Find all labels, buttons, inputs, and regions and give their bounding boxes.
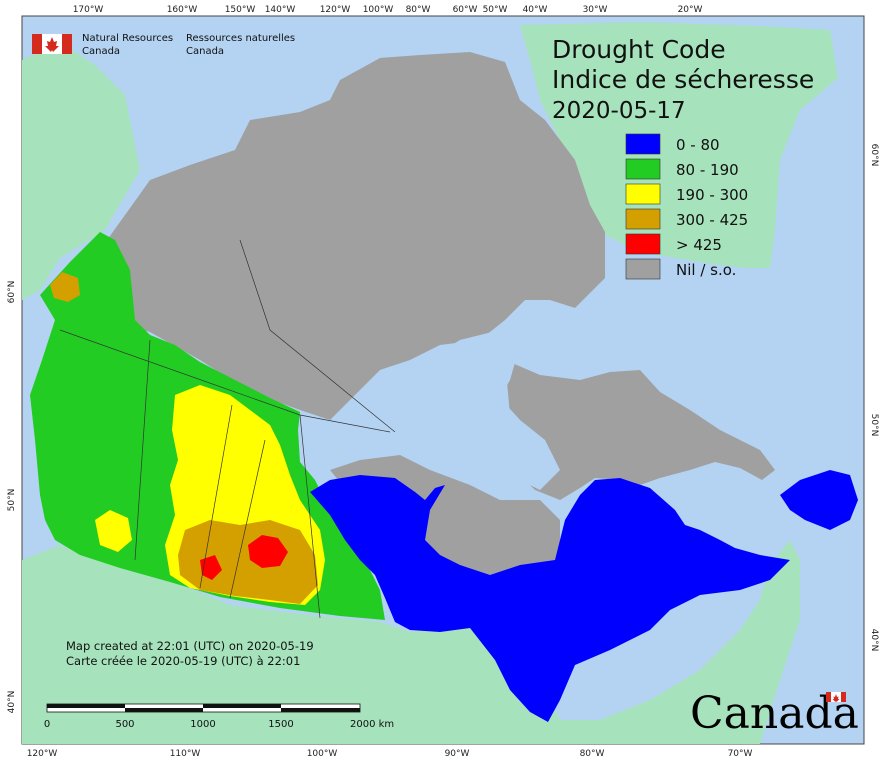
scale-label: 1000 bbox=[190, 719, 215, 730]
left-lat-label: 60°N bbox=[7, 281, 17, 304]
alaska-land bbox=[22, 42, 140, 300]
scale-bar: 0 500 1000 1500 2000 km bbox=[44, 703, 394, 730]
top-lon-label: 60°W bbox=[453, 5, 478, 15]
usa-land bbox=[22, 540, 800, 744]
bottom-lon-label: 90°W bbox=[445, 749, 470, 759]
bottom-lon-label: 100°W bbox=[307, 749, 338, 759]
east-region-0-80 bbox=[310, 475, 790, 722]
prairie-region-300-425 bbox=[178, 520, 318, 604]
scale-label: 1500 bbox=[268, 719, 293, 730]
top-lon-label: 30°W bbox=[583, 5, 608, 15]
legend-label: > 425 bbox=[676, 236, 722, 254]
yukon-hotspot-orange bbox=[50, 272, 80, 302]
scale-label: 2000 km bbox=[350, 719, 394, 730]
legend-label: 80 - 190 bbox=[676, 161, 739, 179]
right-lat-label: 50°N bbox=[869, 414, 879, 437]
top-lon-label: 40°W bbox=[523, 5, 548, 15]
top-lon-label: 120°W bbox=[320, 5, 351, 15]
hudson-bay bbox=[392, 330, 560, 490]
legend-label: 190 - 300 bbox=[676, 186, 748, 204]
right-lat-label: 60°N bbox=[869, 144, 879, 167]
legend-swatch bbox=[625, 208, 661, 230]
map-title-fr: Indice de sécheresse bbox=[552, 65, 814, 94]
legend-label: 0 - 80 bbox=[676, 136, 720, 154]
org-name-en-line1: Natural Resources bbox=[82, 33, 173, 44]
left-lat-label: 50°N bbox=[7, 489, 17, 512]
left-lat-label: 40°N bbox=[7, 691, 17, 714]
map-credit-fr: Carte créée le 2020-05-19 (UTC) à 22:01 bbox=[66, 654, 300, 668]
bc-hotspot-yellow bbox=[95, 510, 132, 552]
provincial-borders bbox=[59, 239, 396, 619]
greenland-land bbox=[520, 22, 838, 268]
legend-swatch bbox=[625, 258, 661, 280]
org-name-en-line2: Canada bbox=[82, 46, 120, 57]
left-latitude-labels: 60°N 50°N 40°N bbox=[7, 281, 17, 714]
top-lon-label: 50°W bbox=[483, 5, 508, 15]
scale-label: 500 bbox=[115, 719, 134, 730]
prairie-region-over-425 bbox=[248, 535, 288, 568]
legend-swatch bbox=[625, 158, 661, 180]
canada-flag-icon bbox=[32, 34, 72, 54]
top-lon-label: 140°W bbox=[265, 5, 296, 15]
scale-label: 0 bbox=[44, 719, 50, 730]
legend-swatch bbox=[625, 183, 661, 205]
map-date: 2020-05-17 bbox=[552, 98, 686, 124]
org-name-fr-line2: Canada bbox=[186, 46, 224, 57]
top-lon-label: 170°W bbox=[73, 5, 104, 15]
org-name-fr-line1: Ressources naturelles bbox=[186, 33, 295, 44]
top-lon-label: 20°W bbox=[678, 5, 703, 15]
top-lon-label: 150°W bbox=[225, 5, 256, 15]
map-title-en: Drought Code bbox=[552, 35, 726, 64]
top-longitude-labels: 170°W 160°W 150°W 140°W 120°W 100°W 80°W… bbox=[73, 5, 703, 15]
bottom-lon-label: 120°W bbox=[27, 749, 58, 759]
labrador-no-data bbox=[505, 360, 775, 500]
legend-swatch bbox=[625, 133, 661, 155]
arctic-islands-no-data bbox=[100, 52, 605, 420]
prairie-region-over-425-south bbox=[200, 555, 222, 580]
right-latitude-labels: 60°N 50°N 40°N bbox=[869, 144, 879, 652]
bottom-lon-label: 80°W bbox=[580, 749, 605, 759]
legend-label: Nil / s.o. bbox=[676, 261, 736, 279]
organization-block: Natural Resources Canada Ressources natu… bbox=[32, 33, 295, 57]
newfoundland-0-80 bbox=[780, 470, 858, 530]
bottom-longitude-labels: 120°W 110°W 100°W 90°W 80°W 70°W bbox=[27, 749, 753, 759]
legend-swatch bbox=[625, 233, 661, 255]
legend-label: 300 - 425 bbox=[676, 211, 748, 229]
top-lon-label: 160°W bbox=[167, 5, 198, 15]
top-lon-label: 80°W bbox=[406, 5, 431, 15]
wordmark-flag-icon bbox=[826, 692, 846, 702]
bottom-lon-label: 70°W bbox=[728, 749, 753, 759]
map-credit-en: Map created at 22:01 (UTC) on 2020-05-19 bbox=[66, 639, 314, 653]
canada-wordmark: Canada bbox=[690, 688, 859, 739]
legend: 0 - 80 80 - 190 190 - 300 300 - 425 > 42… bbox=[625, 133, 748, 280]
bottom-lon-label: 110°W bbox=[170, 749, 201, 759]
right-lat-label: 40°N bbox=[869, 629, 879, 652]
top-lon-label: 100°W bbox=[363, 5, 394, 15]
